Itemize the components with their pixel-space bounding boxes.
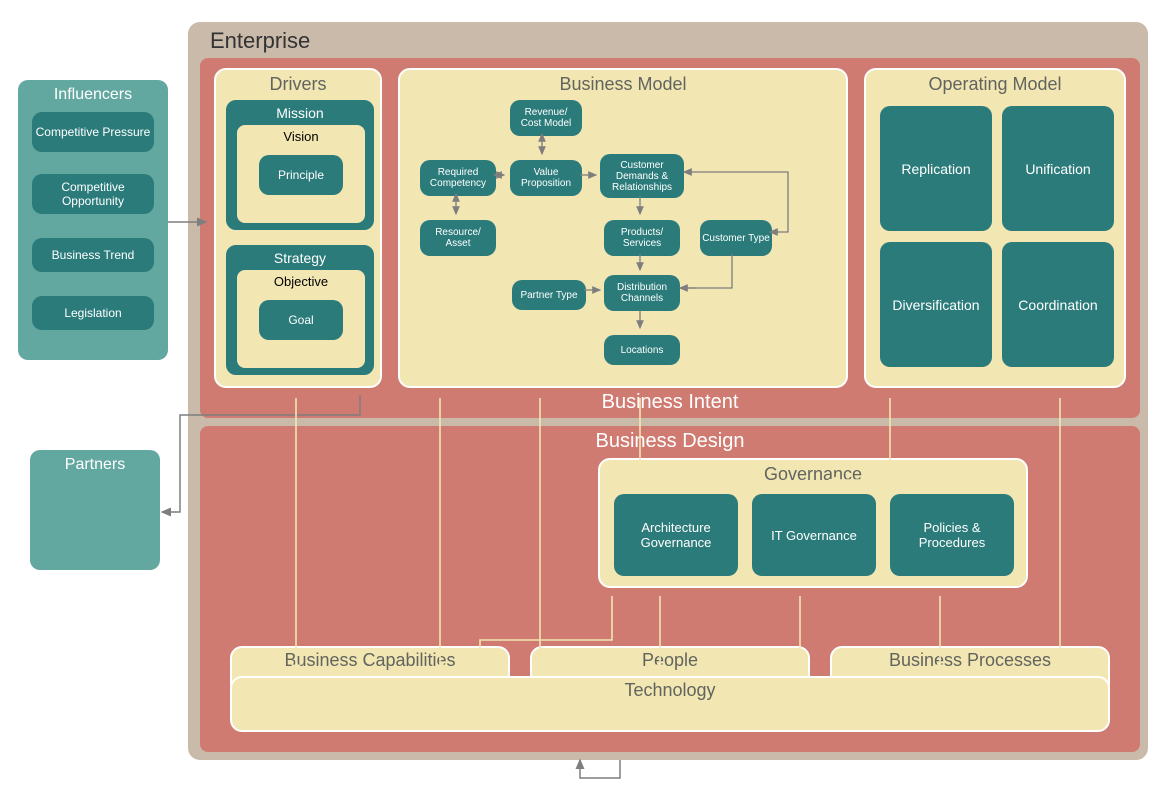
business-model-title: Business Model	[400, 74, 846, 95]
op-diversification: Diversification	[880, 242, 992, 367]
node-locations: Locations	[604, 335, 680, 365]
gov-arch: Architecture Governance	[614, 494, 738, 576]
business-intent-label: Business Intent	[200, 391, 1140, 414]
node-resource: Resource/ Asset	[420, 220, 496, 256]
people-title: People	[532, 650, 808, 671]
influencer-trend: Business Trend	[32, 238, 154, 272]
principle-box: Principle	[259, 155, 343, 195]
influencers-panel: Influencers Competitive Pressure Competi…	[18, 80, 168, 360]
business-design-label: Business Design	[200, 430, 1140, 453]
strategy-block: Strategy Objective Goal	[226, 245, 374, 375]
influencer-opportunity: Competitive Opportunity	[32, 174, 154, 214]
drivers-title: Drivers	[216, 74, 380, 95]
operating-model-title: Operating Model	[866, 74, 1124, 95]
goal-box: Goal	[259, 300, 343, 340]
technology-title: Technology	[232, 680, 1108, 701]
business-intent-panel: Business Intent Drivers Mission Vision P…	[200, 58, 1140, 418]
drivers-panel: Drivers Mission Vision Principle Strateg…	[214, 68, 382, 388]
influencer-pressure: Competitive Pressure	[32, 112, 154, 152]
business-model-panel: Business Model Revenue/ Cost Model Requi…	[398, 68, 848, 388]
objective-label: Objective	[237, 274, 365, 289]
node-customer-demands: Customer Demands & Relationships	[600, 154, 684, 198]
partners-panel: Partners	[30, 450, 160, 570]
mission-title: Mission	[229, 105, 371, 121]
node-partner-type: Partner Type	[512, 280, 586, 310]
partners-title: Partners	[30, 456, 160, 474]
influencers-title: Influencers	[18, 86, 168, 104]
governance-panel: Governance Architecture Governance IT Go…	[598, 458, 1028, 588]
technology-panel: Technology	[230, 676, 1110, 732]
op-unification: Unification	[1002, 106, 1114, 231]
governance-title: Governance	[600, 464, 1026, 485]
operating-model-panel: Operating Model Replication Unification …	[864, 68, 1126, 388]
processes-title: Business Processes	[832, 650, 1108, 671]
node-customer-type: Customer Type	[700, 220, 772, 256]
objective-block: Objective Goal	[237, 270, 365, 368]
node-value-prop: Value Proposition	[510, 160, 582, 196]
influencer-legislation: Legislation	[32, 296, 154, 330]
node-required-competency: Required Competency	[420, 160, 496, 196]
op-coordination: Coordination	[1002, 242, 1114, 367]
node-products: Products/ Services	[604, 220, 680, 256]
node-distribution: Distribution Channels	[604, 275, 680, 311]
strategy-title: Strategy	[229, 250, 371, 266]
node-revenue: Revenue/ Cost Model	[510, 100, 582, 136]
mission-block: Mission Vision Principle	[226, 100, 374, 230]
capabilities-title: Business Capabilities	[232, 650, 508, 671]
enterprise-title: Enterprise	[210, 28, 310, 54]
business-design-panel: Business Design Governance Architecture …	[200, 426, 1140, 752]
op-replication: Replication	[880, 106, 992, 231]
enterprise-container: Enterprise Business Intent Drivers Missi…	[188, 22, 1148, 760]
vision-block: Vision Principle	[237, 125, 365, 223]
gov-policies: Policies & Procedures	[890, 494, 1014, 576]
gov-it: IT Governance	[752, 494, 876, 576]
vision-label: Vision	[237, 129, 365, 144]
